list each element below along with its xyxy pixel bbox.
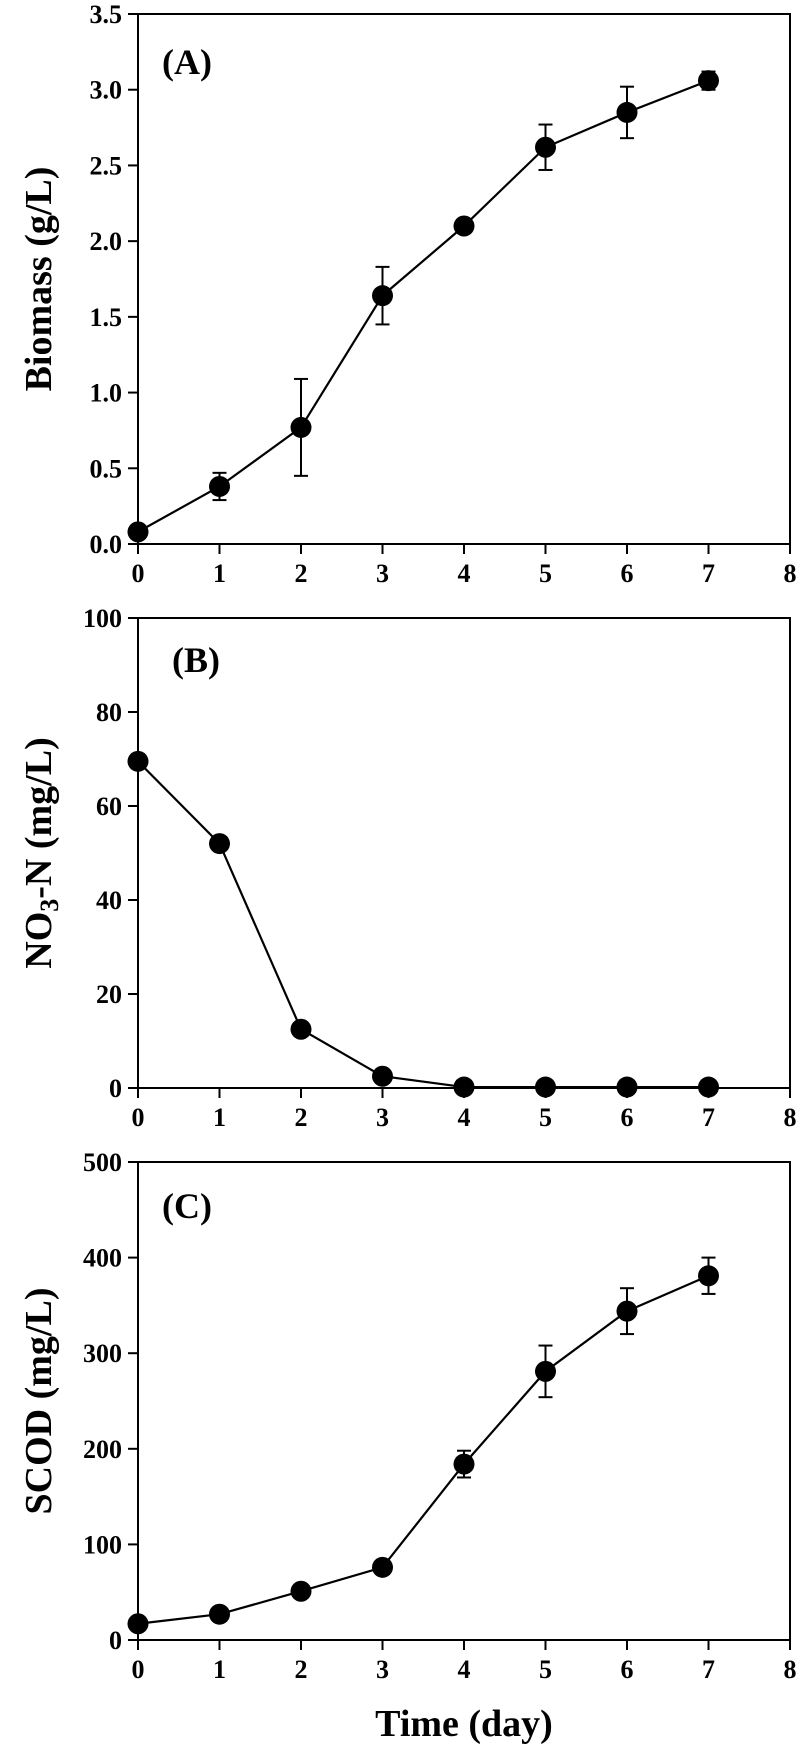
y-tick-label: 40	[96, 886, 122, 915]
x-tick-label: 7	[702, 1655, 715, 1684]
data-point	[209, 1604, 230, 1625]
data-point	[128, 521, 149, 542]
panel-label: (C)	[162, 1186, 212, 1226]
x-tick-label: 5	[539, 1655, 552, 1684]
data-point	[372, 1557, 393, 1578]
y-tick-label: 3.5	[90, 0, 123, 29]
y-axis-title: SCOD (mg/L)	[18, 1288, 60, 1515]
x-tick-label: 2	[295, 1103, 308, 1132]
data-point	[291, 417, 312, 438]
panel-a: 0 1 2 3 4 5 6 7 8 0.0 0.5 1.0 1.5 2.0 2.5 3.0 3.5 Biomass…	[18, 0, 797, 588]
x-tick-label: 3	[376, 559, 389, 588]
plot-frame	[138, 618, 790, 1088]
x-tick-label: 8	[784, 559, 797, 588]
data-point	[128, 1613, 149, 1634]
x-tick-label: 8	[784, 1103, 797, 1132]
plot-frame	[138, 1162, 790, 1640]
data-point	[698, 1265, 719, 1286]
y-tick-label: 100	[83, 604, 122, 633]
x-tick-label: 5	[539, 559, 552, 588]
y-tick-label: 1.5	[90, 303, 123, 332]
series-line	[138, 1276, 709, 1624]
x-tick-label: 1	[213, 1103, 226, 1132]
y-tick-label: 1.0	[90, 379, 123, 408]
y-tick-label: 2.0	[90, 227, 123, 256]
y-tick-label: 2.5	[90, 151, 123, 180]
data-point	[454, 216, 475, 237]
panel-label: (A)	[162, 42, 212, 82]
data-point	[535, 1361, 556, 1382]
plot-frame	[138, 14, 790, 544]
data-point	[209, 833, 230, 854]
data-point	[535, 137, 556, 158]
x-tick-label: 6	[621, 1103, 634, 1132]
x-tick-label: 2	[295, 559, 308, 588]
y-tick-label: 60	[96, 792, 122, 821]
data-point	[698, 70, 719, 91]
x-tick-label: 6	[621, 559, 634, 588]
y-tick-label: 0.5	[90, 454, 123, 483]
x-tick-label: 6	[621, 1655, 634, 1684]
x-tick-label: 1	[213, 559, 226, 588]
series-line	[138, 81, 709, 532]
y-axis-title: Biomass (g/L)	[18, 167, 60, 392]
y-tick-label: 80	[96, 698, 122, 727]
x-tick-label: 0	[132, 1655, 145, 1684]
data-point	[617, 1301, 638, 1322]
data-point	[291, 1019, 312, 1040]
data-point	[454, 1454, 475, 1475]
data-point	[535, 1077, 556, 1098]
x-tick-label: 3	[376, 1655, 389, 1684]
y-tick-label: 100	[83, 1530, 122, 1559]
x-tick-label: 7	[702, 1103, 715, 1132]
series-line	[138, 761, 709, 1087]
x-tick-label: 5	[539, 1103, 552, 1132]
x-tick-label: 4	[458, 559, 471, 588]
data-point	[372, 285, 393, 306]
data-point	[617, 1077, 638, 1098]
data-point	[291, 1581, 312, 1602]
data-point	[372, 1066, 393, 1087]
x-tick-label: 4	[458, 1655, 471, 1684]
x-tick-label: 2	[295, 1655, 308, 1684]
x-axis-title: Time (day)	[375, 1703, 553, 1745]
y-tick-label: 400	[83, 1244, 122, 1273]
x-tick-label: 1	[213, 1655, 226, 1684]
y-tick-label: 500	[83, 1148, 122, 1177]
panel-c: 0 1 2 3 4 5 6 7 8 0 100 200 300 400 500 SCOD (mg/L) (C)	[18, 1148, 797, 1684]
x-tick-label: 8	[784, 1655, 797, 1684]
data-point	[128, 751, 149, 772]
y-tick-label: 0.0	[90, 530, 123, 559]
y-tick-label: 200	[83, 1435, 122, 1464]
data-point	[698, 1077, 719, 1098]
data-point	[454, 1077, 475, 1098]
y-tick-label: 20	[96, 980, 122, 1009]
x-tick-label: 7	[702, 559, 715, 588]
y-tick-label: 0	[109, 1074, 122, 1103]
x-tick-label: 0	[132, 559, 145, 588]
y-tick-label: 0	[109, 1626, 122, 1655]
data-point	[617, 102, 638, 123]
x-tick-label: 0	[132, 1103, 145, 1132]
x-tick-label: 3	[376, 1103, 389, 1132]
x-tick-label: 4	[458, 1103, 471, 1132]
y-tick-label: 300	[83, 1339, 122, 1368]
panel-label: (B)	[172, 640, 220, 680]
y-tick-label: 3.0	[90, 76, 123, 105]
y-axis-title: NO3-N (mg/L)	[18, 737, 64, 968]
data-point	[209, 476, 230, 497]
